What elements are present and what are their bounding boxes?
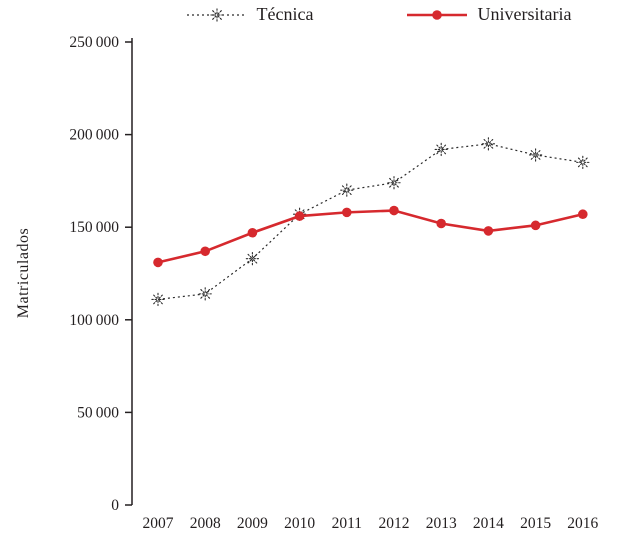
x-tick-label: 2010 — [284, 515, 315, 532]
tecnica-marker — [150, 291, 166, 308]
universitaria-legend-swatch — [407, 9, 468, 20]
universitaria-line — [157, 209, 584, 264]
universitaria-marker — [389, 205, 399, 216]
x-tick-label: 2009 — [237, 515, 268, 532]
y-tick-label: 0 — [111, 497, 119, 514]
universitaria-legend-marker — [432, 9, 443, 20]
tecnica-line — [157, 143, 583, 301]
universitaria-marker — [578, 209, 588, 220]
x-tick-label: 2015 — [520, 515, 551, 532]
x-tick-label: 2014 — [473, 515, 504, 532]
tecnica-marker — [527, 147, 544, 163]
legend-label-tecnica: Técnica — [256, 4, 314, 24]
legend-item-universitaria: Universitaria — [405, 4, 571, 25]
tecnica-marker — [386, 174, 402, 191]
x-tick-label: 2012 — [379, 515, 410, 532]
tecnica-marker — [480, 135, 497, 152]
tecnica-marker — [574, 154, 591, 171]
y-tick-label: 50 000 — [77, 404, 119, 421]
tecnica-marker — [433, 141, 450, 158]
y-tick-label: 200 000 — [69, 127, 119, 144]
universitaria-marker — [247, 227, 258, 238]
x-tick-label: 2008 — [190, 515, 221, 532]
tecnica-marker — [197, 285, 214, 302]
legend-item-tecnica: Técnica — [185, 4, 314, 25]
y-tick-label: 250 000 — [69, 34, 119, 51]
tecnica-marker — [338, 182, 355, 199]
universitaria-marker — [342, 207, 352, 218]
universitaria-marker — [200, 246, 210, 257]
tecnica-marker — [244, 250, 261, 267]
universitaria-marker — [436, 218, 447, 229]
chart-legend: Técnica Universitaria — [130, 4, 626, 25]
x-tick-label: 2011 — [332, 515, 362, 532]
universitaria-marker — [483, 226, 494, 236]
universitaria-marker — [153, 257, 163, 268]
tecnica-legend-marker — [208, 6, 225, 23]
legend-label-universitaria: Universitaria — [477, 4, 572, 24]
x-tick-label: 2016 — [567, 515, 598, 532]
y-tick-label: 100 000 — [69, 312, 119, 329]
universitaria-marker — [530, 220, 541, 231]
y-tick-label: 150 000 — [69, 219, 119, 236]
x-tick-label: 2013 — [426, 515, 457, 532]
tecnica-legend-swatch — [186, 6, 247, 23]
x-tick-label: 2007 — [143, 515, 174, 532]
universitaria-marker — [294, 211, 305, 221]
